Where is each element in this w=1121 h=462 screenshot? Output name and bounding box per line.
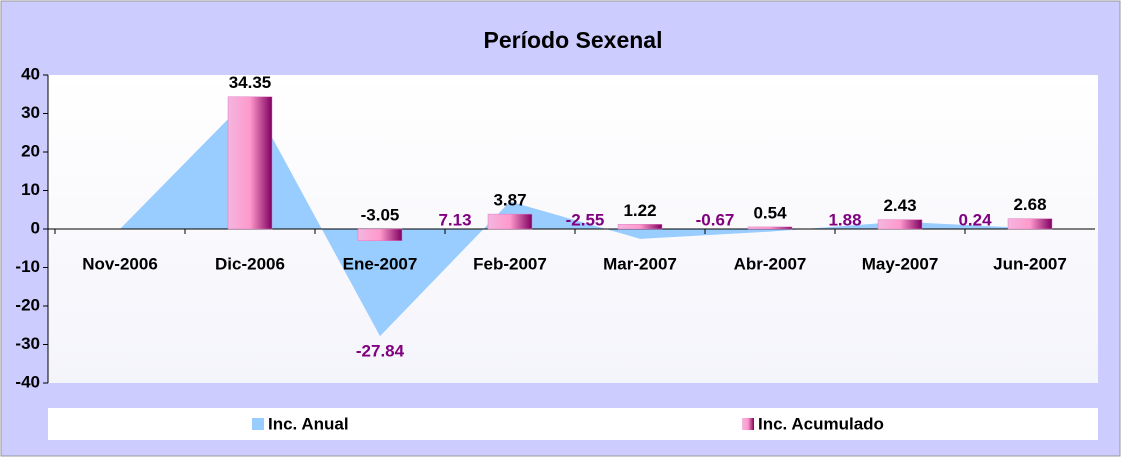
data-label: 1.22 — [623, 201, 656, 220]
legend-swatch — [742, 418, 754, 430]
bar — [617, 224, 663, 230]
data-label: -27.84 — [356, 342, 405, 361]
x-tick-label: Nov-2006 — [82, 254, 158, 273]
chart-title: Período Sexenal — [484, 27, 663, 53]
data-label: 1.88 — [828, 210, 861, 229]
y-tick-label: 40 — [21, 64, 40, 83]
x-tick-label: Mar-2007 — [603, 254, 677, 273]
bar — [487, 213, 533, 230]
x-tick-label: May-2007 — [862, 254, 939, 273]
data-label: 3.87 — [493, 191, 526, 210]
x-tick-label: Abr-2007 — [734, 254, 807, 273]
data-label: -2.55 — [566, 210, 605, 229]
x-tick-label: Jun-2007 — [993, 254, 1067, 273]
data-label: 7.13 — [438, 210, 471, 229]
y-tick-label: 0 — [31, 218, 40, 237]
data-label: 2.68 — [1013, 195, 1046, 214]
bar — [227, 96, 273, 230]
y-tick-label: -10 — [15, 257, 40, 276]
x-tick-label: Dic-2006 — [215, 254, 285, 273]
area — [120, 96, 1030, 337]
legend-label: Inc. Anual — [268, 414, 349, 433]
data-label: -3.05 — [361, 205, 400, 224]
bar — [1007, 218, 1053, 230]
legend — [48, 408, 1098, 440]
y-tick-label: -40 — [15, 372, 40, 391]
y-tick-label: -20 — [15, 295, 40, 314]
y-tick-label: 10 — [21, 180, 40, 199]
data-label: 0.54 — [753, 203, 787, 222]
y-tick-label: -30 — [15, 334, 40, 353]
data-label: 34.35 — [229, 73, 272, 92]
y-tick-label: 30 — [21, 103, 40, 122]
bar — [747, 226, 793, 230]
data-label: -0.67 — [696, 210, 735, 229]
legend-swatch — [252, 418, 264, 430]
bar — [877, 219, 923, 230]
y-tick-label: 20 — [21, 141, 40, 160]
legend-label: Inc. Acumulado — [758, 414, 884, 433]
x-tick-label: Feb-2007 — [473, 254, 547, 273]
bar — [357, 228, 403, 241]
data-label: 0.24 — [958, 210, 992, 229]
x-tick-label: Ene-2007 — [343, 254, 418, 273]
data-label: 2.43 — [883, 196, 916, 215]
